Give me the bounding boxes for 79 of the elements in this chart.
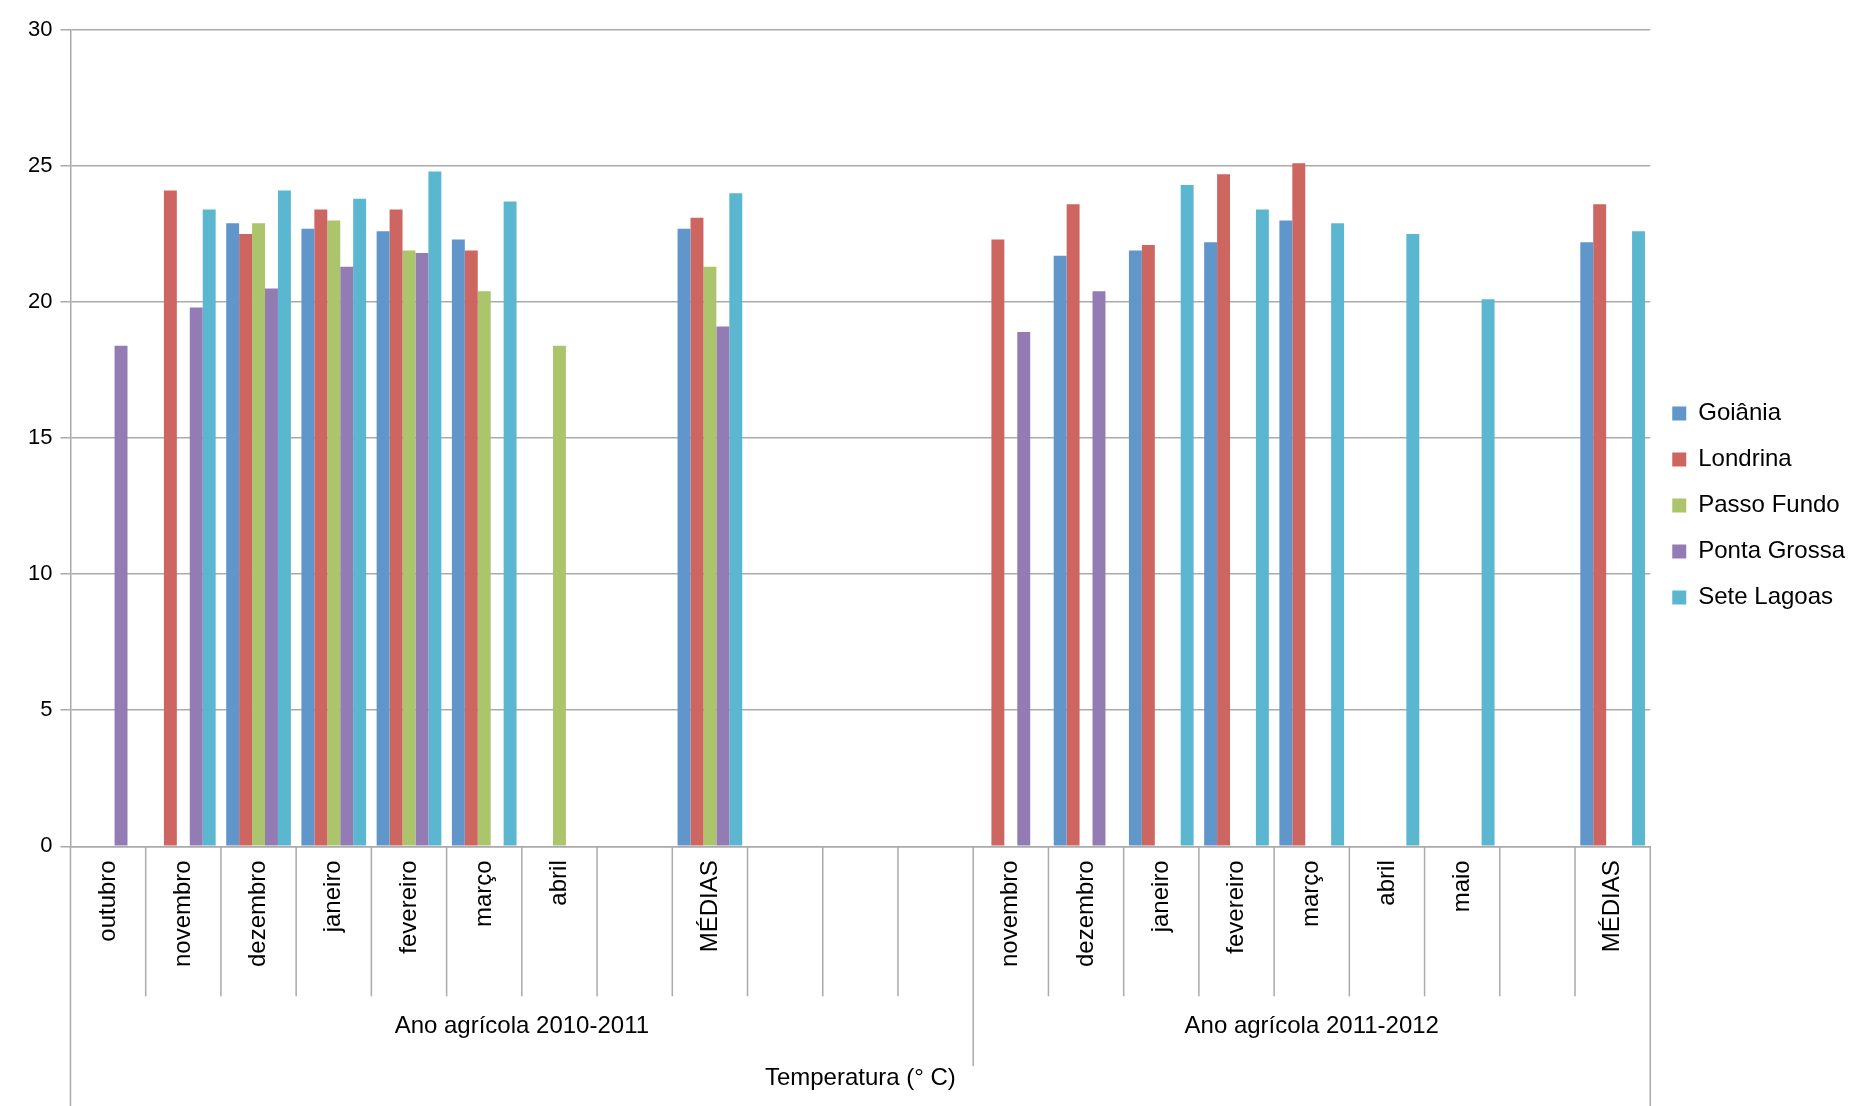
- bar: [1053, 255, 1067, 846]
- y-tick-label: 0: [40, 832, 53, 858]
- x-tick-label: MÉDIAS: [1597, 860, 1625, 953]
- legend-label: Passo Fundo: [1698, 490, 1840, 518]
- x-tick-label: abril: [1371, 860, 1399, 906]
- legend-label: Sete Lagoas: [1698, 582, 1834, 610]
- x-tick-label: fevereiro: [393, 860, 421, 954]
- bar: [1180, 185, 1194, 846]
- bar: [1292, 163, 1306, 846]
- bar: [552, 345, 566, 846]
- bar: [415, 253, 429, 846]
- bar: [477, 291, 491, 846]
- bar: [239, 234, 253, 846]
- bar: [428, 171, 442, 846]
- x-tick-label: novembro: [995, 860, 1023, 968]
- bar: [114, 345, 128, 846]
- bar: [1279, 220, 1293, 846]
- x-tick-label: MÉDIAS: [694, 860, 722, 953]
- bar: [690, 217, 704, 846]
- bar: [1593, 204, 1607, 846]
- bar: [716, 326, 730, 846]
- x-tick-label: janeiro: [318, 860, 346, 934]
- x-tick-label: dezembro: [1070, 860, 1098, 968]
- text: Ano agrícola 2010-2011: [394, 1010, 650, 1038]
- y-tick-label: 25: [27, 152, 53, 178]
- bar: [301, 228, 315, 846]
- bar: [1331, 223, 1345, 846]
- y-tick-label: 30: [27, 16, 53, 42]
- legend-label: Goiânia: [1698, 398, 1782, 426]
- bar: [1580, 242, 1594, 846]
- bar: [189, 307, 203, 846]
- bar: [277, 190, 291, 846]
- bar: [1255, 209, 1269, 846]
- bar: [402, 250, 416, 846]
- bar: [464, 250, 478, 846]
- bar: [1217, 174, 1231, 846]
- bar: [163, 190, 177, 846]
- bar: [389, 209, 403, 846]
- y-tick-label: 5: [40, 696, 53, 722]
- y-tick-label: 15: [27, 424, 53, 450]
- x-tick-label: outubro: [92, 860, 120, 942]
- bar: [1204, 242, 1218, 846]
- text: Ano agrícola 2011-2012: [1184, 1010, 1439, 1038]
- bar: [353, 198, 367, 846]
- bar: [327, 220, 341, 846]
- bar: [1128, 250, 1142, 846]
- bar: [991, 239, 1005, 846]
- bar: [1141, 244, 1155, 846]
- bar: [1066, 204, 1080, 846]
- y-tick-label: 20: [27, 288, 53, 314]
- bar: [1017, 332, 1031, 846]
- bar: [503, 201, 517, 846]
- bar: [451, 239, 465, 846]
- bar: [703, 266, 717, 846]
- bar: [1481, 299, 1495, 846]
- bar: [202, 209, 216, 846]
- x-tick-label: janeiro: [1145, 860, 1173, 934]
- bar: [340, 266, 354, 846]
- x-axis-title: Temperatura (° C): [764, 1062, 956, 1090]
- bar: [1092, 291, 1106, 846]
- bar: [314, 209, 328, 846]
- bar: [252, 223, 266, 846]
- x-tick-label: fevereiro: [1221, 860, 1249, 954]
- bar: [1406, 234, 1420, 846]
- x-tick-label: dezembro: [243, 860, 271, 968]
- legend-label: Ponta Grossa: [1698, 536, 1846, 564]
- bar: [265, 288, 278, 846]
- legend-label: Londrina: [1698, 444, 1793, 472]
- bar: [677, 228, 691, 846]
- bar: [376, 231, 390, 846]
- x-tick-label: março: [468, 860, 496, 927]
- x-tick-label: março: [1296, 860, 1324, 927]
- bar: [1632, 231, 1645, 846]
- bar: [226, 223, 240, 846]
- x-tick-label: abril: [544, 860, 572, 906]
- x-tick-label: novembro: [167, 860, 195, 968]
- y-tick-label: 10: [27, 560, 53, 586]
- bar: [729, 193, 743, 846]
- x-tick-label: maio: [1446, 860, 1474, 913]
